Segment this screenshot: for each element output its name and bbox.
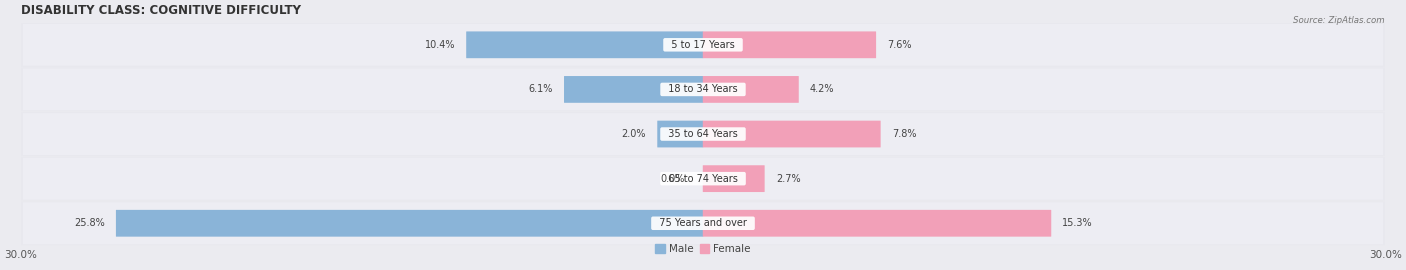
FancyBboxPatch shape	[115, 210, 703, 237]
Text: 2.7%: 2.7%	[776, 174, 800, 184]
FancyBboxPatch shape	[21, 201, 1385, 245]
FancyBboxPatch shape	[703, 31, 876, 58]
Text: 7.8%: 7.8%	[891, 129, 917, 139]
Text: 2.0%: 2.0%	[621, 129, 647, 139]
FancyBboxPatch shape	[703, 165, 765, 192]
FancyBboxPatch shape	[22, 24, 1384, 66]
Text: 35 to 64 Years: 35 to 64 Years	[662, 129, 744, 139]
FancyBboxPatch shape	[703, 121, 880, 147]
FancyBboxPatch shape	[21, 157, 1385, 201]
FancyBboxPatch shape	[22, 113, 1384, 155]
Text: 5 to 17 Years: 5 to 17 Years	[665, 40, 741, 50]
FancyBboxPatch shape	[22, 158, 1384, 200]
FancyBboxPatch shape	[21, 23, 1385, 67]
Legend: Male, Female: Male, Female	[651, 240, 755, 258]
Text: 25.8%: 25.8%	[75, 218, 105, 228]
Text: 75 Years and over: 75 Years and over	[652, 218, 754, 228]
Text: 7.6%: 7.6%	[887, 40, 911, 50]
Text: 4.2%: 4.2%	[810, 85, 834, 94]
FancyBboxPatch shape	[657, 121, 703, 147]
FancyBboxPatch shape	[22, 202, 1384, 244]
Text: 6.1%: 6.1%	[529, 85, 553, 94]
Text: 0.0%: 0.0%	[661, 174, 685, 184]
Text: 10.4%: 10.4%	[425, 40, 456, 50]
FancyBboxPatch shape	[467, 31, 703, 58]
FancyBboxPatch shape	[703, 210, 1052, 237]
FancyBboxPatch shape	[22, 69, 1384, 110]
Text: DISABILITY CLASS: COGNITIVE DIFFICULTY: DISABILITY CLASS: COGNITIVE DIFFICULTY	[21, 4, 301, 17]
Text: 65 to 74 Years: 65 to 74 Years	[662, 174, 744, 184]
Text: Source: ZipAtlas.com: Source: ZipAtlas.com	[1294, 16, 1385, 25]
Text: 18 to 34 Years: 18 to 34 Years	[662, 85, 744, 94]
FancyBboxPatch shape	[703, 76, 799, 103]
FancyBboxPatch shape	[564, 76, 703, 103]
Text: 15.3%: 15.3%	[1063, 218, 1092, 228]
FancyBboxPatch shape	[21, 68, 1385, 111]
FancyBboxPatch shape	[21, 112, 1385, 156]
